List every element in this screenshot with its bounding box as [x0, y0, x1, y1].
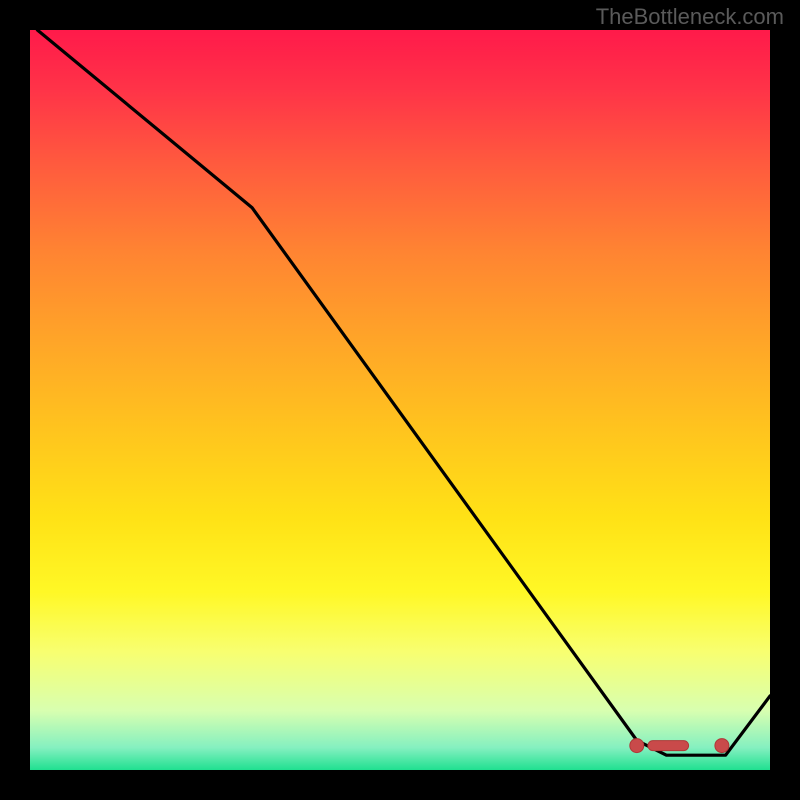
chart-curve [37, 30, 770, 755]
watermark-text: TheBottleneck.com [596, 4, 784, 30]
chart-plot-area [30, 30, 770, 770]
chart-svg [30, 30, 770, 770]
